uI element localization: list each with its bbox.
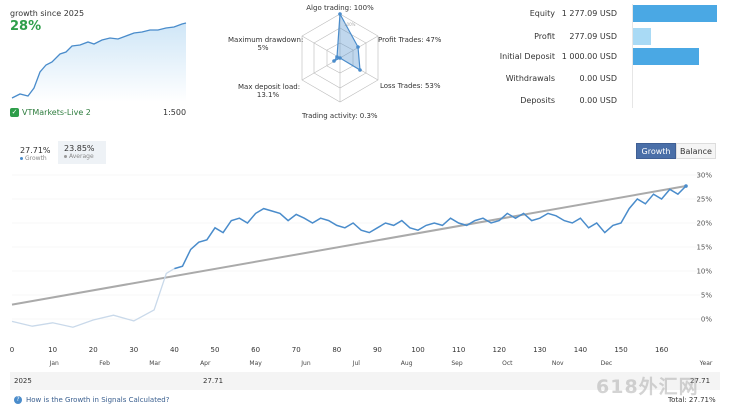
y-tick-label: 15% xyxy=(696,244,712,252)
x-tick-label: 90 xyxy=(373,346,382,354)
y-tick-label: 5% xyxy=(701,292,712,300)
radar-label-algo: Algo trading: 100% xyxy=(306,4,374,12)
radar-label-loss: Loss Trades: 53% xyxy=(380,82,441,90)
stat-bar xyxy=(633,5,717,22)
growth-since-label: growth since 2025 xyxy=(10,9,85,18)
trading-radar-chart: 100% xyxy=(301,11,379,103)
x-tick-label: 80 xyxy=(332,346,341,354)
month-tick-label: Year xyxy=(699,360,713,367)
verified-check-icon: ✓ xyxy=(10,108,19,117)
tab-growth[interactable]: Growth xyxy=(636,143,676,159)
x-tick-label: 160 xyxy=(655,346,668,354)
x-tick-label: 50 xyxy=(211,346,220,354)
stat-value: 277.09 USD xyxy=(569,32,617,41)
y-tick-label: 25% xyxy=(696,196,712,204)
broker-name: VTMarkets-Live 2 xyxy=(22,108,91,117)
broker-server[interactable]: ✓ VTMarkets-Live 2 xyxy=(10,108,91,117)
year-row xyxy=(10,372,720,390)
radar-label-load: Max deposit load: 13.1% xyxy=(238,83,301,99)
x-tick-label: 120 xyxy=(493,346,506,354)
x-tick-label: 0 xyxy=(10,346,14,354)
x-tick-label: 30 xyxy=(129,346,138,354)
x-tick-label: 140 xyxy=(574,346,587,354)
growth-end-point xyxy=(684,184,688,188)
month-tick-label: Aug xyxy=(401,360,413,367)
stat-label-profit: Profit xyxy=(534,32,555,41)
tab-balance[interactable]: Balance xyxy=(676,143,716,159)
x-tick-label: 40 xyxy=(170,346,179,354)
x-tick-label: 70 xyxy=(292,346,301,354)
month-tick-label: Apr xyxy=(200,360,211,367)
radar-center-mark: 100% xyxy=(344,22,356,27)
growth-help-link[interactable]: ? How is the Growth in Signals Calculate… xyxy=(14,396,169,404)
month-tick-label: Sep xyxy=(451,360,463,367)
watermark: 618外汇网 xyxy=(596,376,699,398)
stat-value: 0.00 USD xyxy=(579,74,617,83)
stat-label-equity: Equity xyxy=(529,9,555,18)
growth-value: 28% xyxy=(10,19,42,34)
stat-value: 1 000.00 USD xyxy=(561,52,617,61)
stat-value: 1 277.09 USD xyxy=(561,9,617,18)
leverage-value: 1:500 xyxy=(163,108,187,117)
radar-label-drawdown: Maximum drawdown: 5% xyxy=(228,36,304,52)
year-label: 2025 xyxy=(14,377,32,385)
question-icon: ? xyxy=(14,396,22,404)
y-tick-label: 30% xyxy=(696,172,712,180)
x-tick-label: 10 xyxy=(48,346,57,354)
growth-line-faded xyxy=(11,268,175,328)
growth-box[interactable]: 27.71% Growth xyxy=(20,146,51,162)
x-tick-label: 130 xyxy=(533,346,546,354)
stat-label-initial-deposit: Initial Deposit xyxy=(499,52,555,61)
radar-label-profit: Profit Trades: 47% xyxy=(378,36,442,44)
stat-label-deposits: Deposits xyxy=(520,96,555,105)
month-tick-label: Feb xyxy=(99,360,110,367)
growth-chart: 30% 25% 20% 15% 10% 5% 0% 0 10 20 30 40 50 60 70 80 90 10… xyxy=(10,172,713,368)
y-tick-label: 20% xyxy=(696,220,712,228)
month-tick-label: Dec xyxy=(601,360,613,367)
stat-label-withdrawals: Withdrawals xyxy=(505,74,555,83)
radar-label-activity: Trading activity: 0.3% xyxy=(302,112,378,120)
x-tick-label: 100 xyxy=(411,346,424,354)
growth-sparkline xyxy=(11,22,187,102)
year-value: 27.71 xyxy=(203,377,224,385)
month-tick-label: Mar xyxy=(149,360,161,367)
x-tick-label: 110 xyxy=(452,346,465,354)
x-tick-label: 150 xyxy=(614,346,627,354)
average-line xyxy=(11,185,687,306)
y-tick-label: 0% xyxy=(701,316,712,324)
month-tick-label: May xyxy=(249,360,262,367)
stat-value: 0.00 USD xyxy=(579,96,617,105)
month-tick-label: Jun xyxy=(300,360,311,367)
average-box[interactable]: 23.85% Average xyxy=(58,141,106,164)
total-growth: Total: 27.71% xyxy=(668,396,716,404)
y-tick-label: 10% xyxy=(696,268,712,276)
growth-line xyxy=(174,185,687,270)
month-tick-label: Jan xyxy=(49,360,59,367)
month-tick-label: Nov xyxy=(552,360,564,367)
stat-bar xyxy=(633,28,651,45)
x-tick-label: 60 xyxy=(251,346,260,354)
month-tick-label: Oct xyxy=(502,360,513,367)
month-tick-label: Jul xyxy=(352,360,361,367)
stat-bar xyxy=(633,48,699,65)
stats-divider xyxy=(632,4,633,108)
year-total: 27.71 xyxy=(690,377,711,385)
x-tick-label: 20 xyxy=(89,346,98,354)
